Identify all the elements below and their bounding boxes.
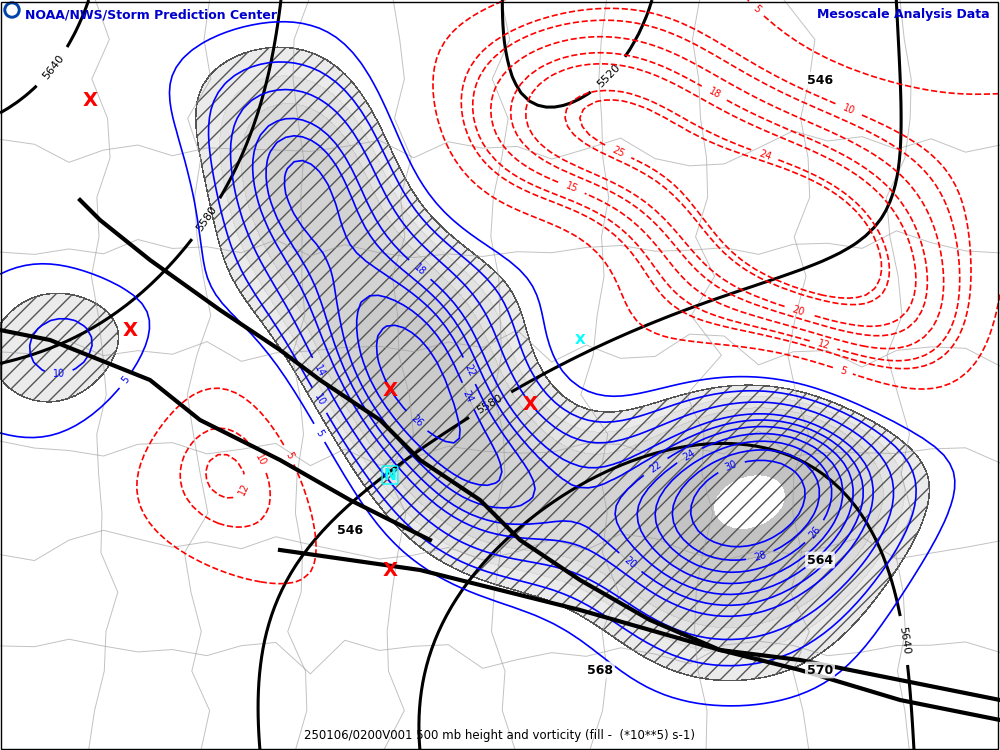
Text: X: X (522, 395, 538, 415)
Text: 18: 18 (412, 262, 428, 278)
Text: 12: 12 (816, 338, 831, 352)
Text: N: N (384, 467, 396, 482)
Text: 18: 18 (707, 86, 722, 100)
Text: Mesoscale Analysis Data: Mesoscale Analysis Data (817, 8, 990, 21)
Text: 10: 10 (841, 102, 856, 116)
Text: 12: 12 (237, 481, 251, 496)
Text: 5640: 5640 (40, 53, 66, 82)
Text: 26: 26 (807, 524, 823, 540)
Text: 20: 20 (791, 304, 806, 317)
Text: 10: 10 (253, 452, 268, 467)
Text: 10: 10 (53, 368, 65, 379)
Text: 5: 5 (283, 450, 295, 460)
Circle shape (7, 5, 17, 15)
Text: X: X (382, 560, 398, 580)
Text: NOAA/NWS/Storm Prediction Center: NOAA/NWS/Storm Prediction Center (25, 8, 277, 21)
Text: 10: 10 (312, 392, 327, 408)
Text: X: X (82, 91, 98, 110)
Text: 24: 24 (757, 148, 772, 162)
Text: 14: 14 (312, 363, 326, 379)
Text: 546: 546 (807, 74, 833, 86)
Text: 22: 22 (647, 459, 663, 474)
Text: 5: 5 (313, 427, 325, 438)
Text: X: X (575, 333, 585, 347)
Text: 5640: 5640 (897, 626, 911, 655)
Text: 5: 5 (838, 365, 847, 376)
Text: 568: 568 (587, 664, 613, 676)
Circle shape (4, 2, 20, 18)
Text: 5: 5 (751, 3, 762, 14)
Text: 22: 22 (462, 363, 476, 379)
Text: 15: 15 (564, 181, 579, 195)
Text: 5520: 5520 (596, 62, 623, 89)
Text: 5: 5 (120, 374, 132, 386)
Text: 5580: 5580 (194, 205, 219, 233)
Point (0, 744, 8, 750)
Text: 570: 570 (807, 664, 833, 676)
Text: 24: 24 (682, 448, 697, 463)
Text: 564: 564 (807, 554, 833, 566)
Text: X: X (382, 380, 398, 400)
Text: X: X (122, 320, 138, 340)
Text: 20: 20 (622, 554, 638, 570)
Text: 26: 26 (409, 413, 425, 429)
Text: 25: 25 (610, 145, 626, 159)
Text: 30: 30 (724, 459, 739, 473)
Text: 24: 24 (461, 388, 475, 404)
Text: 28: 28 (753, 550, 768, 562)
Text: 250106/0200V001 500 mb height and vorticity (fill -  (*10**5) s-1): 250106/0200V001 500 mb height and vortic… (304, 729, 696, 742)
Text: 5580: 5580 (475, 393, 505, 416)
Text: 546: 546 (337, 524, 363, 536)
